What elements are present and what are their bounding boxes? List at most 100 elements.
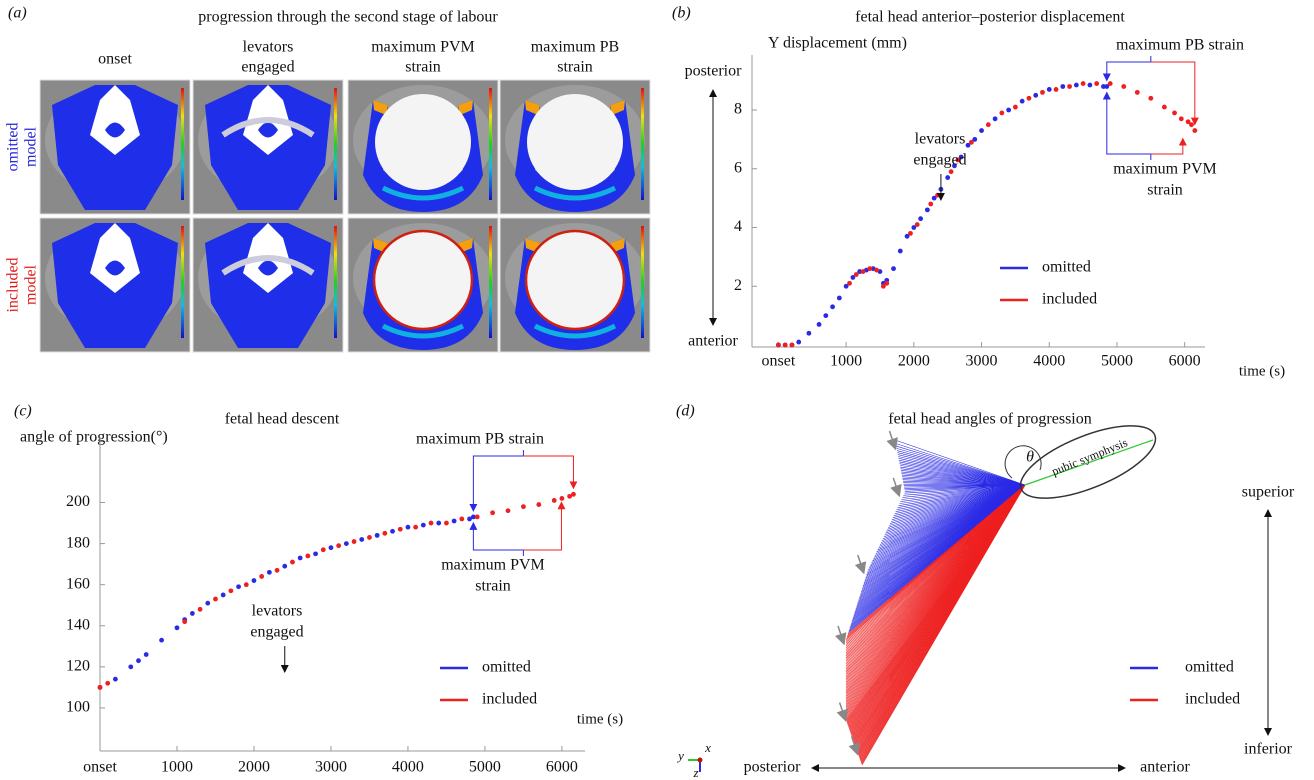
panel-title: fetal head angles of progression (888, 411, 1091, 428)
data-point (1121, 84, 1126, 89)
legend-label: included (1185, 691, 1240, 708)
model-image (348, 218, 498, 352)
panel-label: (c) (14, 403, 32, 420)
data-point (198, 607, 203, 612)
panel-title: fetal head descent (225, 411, 340, 428)
data-point (175, 625, 180, 630)
x-tick-label: 6000 (546, 759, 578, 776)
model-image (500, 80, 650, 214)
data-point (552, 498, 557, 503)
data-point (949, 169, 954, 174)
head-arrow (890, 431, 896, 449)
data-point (452, 519, 457, 524)
data-point (783, 343, 788, 348)
data-point (867, 266, 872, 271)
data-point (823, 313, 828, 318)
direction-label: anterior (1140, 759, 1190, 776)
panel-title: fetal head anterior–posterior displaceme… (855, 9, 1125, 26)
column-label: strain (557, 59, 593, 76)
x-axis-label: time (s) (577, 711, 623, 727)
y-tick-label: 160 (66, 575, 90, 592)
data-point (113, 677, 118, 682)
x-tick-label: 5000 (469, 759, 501, 776)
legend-label: included (482, 691, 537, 708)
triad-label: y (676, 748, 684, 763)
data-point (421, 523, 426, 528)
annotation: maximum PVM (441, 557, 545, 574)
data-point (1148, 96, 1153, 101)
y-tick-label: 120 (66, 658, 90, 675)
data-point (221, 593, 226, 598)
color-bar (334, 88, 337, 200)
x-tick-label: 1000 (830, 353, 862, 370)
data-point (847, 281, 852, 286)
legend-label: omitted (482, 659, 531, 676)
data-point (282, 564, 287, 569)
y-tick-label: 2 (734, 277, 742, 294)
color-bar (489, 226, 492, 338)
side-label: posterior (685, 63, 743, 80)
data-point (874, 268, 879, 273)
row-label: model (23, 264, 40, 305)
data-point (1135, 90, 1140, 95)
x-tick-label: onset (762, 353, 796, 370)
data-point (375, 533, 380, 538)
data-point (321, 547, 326, 552)
data-point (352, 539, 357, 544)
data-point (98, 685, 103, 690)
data-point (861, 269, 866, 274)
data-point (1047, 87, 1052, 92)
data-point (336, 543, 341, 548)
bracket (1107, 93, 1151, 161)
data-point (313, 551, 318, 556)
data-point (444, 521, 449, 526)
legend-label: omitted (1042, 259, 1091, 276)
data-point (1162, 105, 1167, 110)
data-point (1179, 116, 1184, 121)
data-point (259, 574, 264, 579)
triad-label: z (692, 765, 698, 780)
x-tick-label: 3000 (966, 353, 998, 370)
data-point (436, 521, 441, 526)
data-point (367, 535, 372, 540)
data-point (898, 249, 903, 254)
head-arrow (838, 626, 844, 644)
model-image (40, 218, 190, 352)
bracket (523, 456, 573, 488)
data-point (398, 527, 403, 532)
data-point (1054, 87, 1059, 92)
data-point (290, 560, 295, 565)
data-point (128, 664, 133, 669)
annotation: engaged (913, 152, 966, 169)
row-label: omitted (5, 123, 22, 172)
fetal-head (375, 94, 471, 190)
direction-label: posterior (744, 759, 802, 776)
annotation: strain (1147, 182, 1183, 199)
triad-label: x (704, 740, 711, 755)
x-tick-label: 4000 (392, 759, 424, 776)
color-bar (641, 226, 644, 338)
data-point (267, 570, 272, 575)
color-bar (334, 226, 337, 338)
data-point (1081, 81, 1086, 86)
y-tick-label: 4 (734, 218, 742, 235)
row-label: model (23, 126, 40, 167)
structure-label: pubic symphysis (1050, 435, 1130, 478)
fetal-head (527, 232, 623, 328)
annotation: levators (252, 603, 303, 620)
data-point (884, 281, 889, 286)
data-point (1033, 93, 1038, 98)
color-bar (181, 226, 184, 338)
data-point (275, 568, 280, 573)
data-point (986, 122, 991, 127)
data-point (1087, 83, 1092, 88)
direction-label: superior (1242, 484, 1295, 501)
data-point (969, 140, 974, 145)
data-point (1040, 90, 1045, 95)
bracket (523, 502, 561, 550)
x-tick-label: 1000 (161, 759, 193, 776)
x-tick-label: 2000 (238, 759, 270, 776)
data-point (1189, 122, 1194, 127)
figure: (a)progression through the second stage … (0, 0, 1314, 780)
data-point (236, 584, 241, 589)
